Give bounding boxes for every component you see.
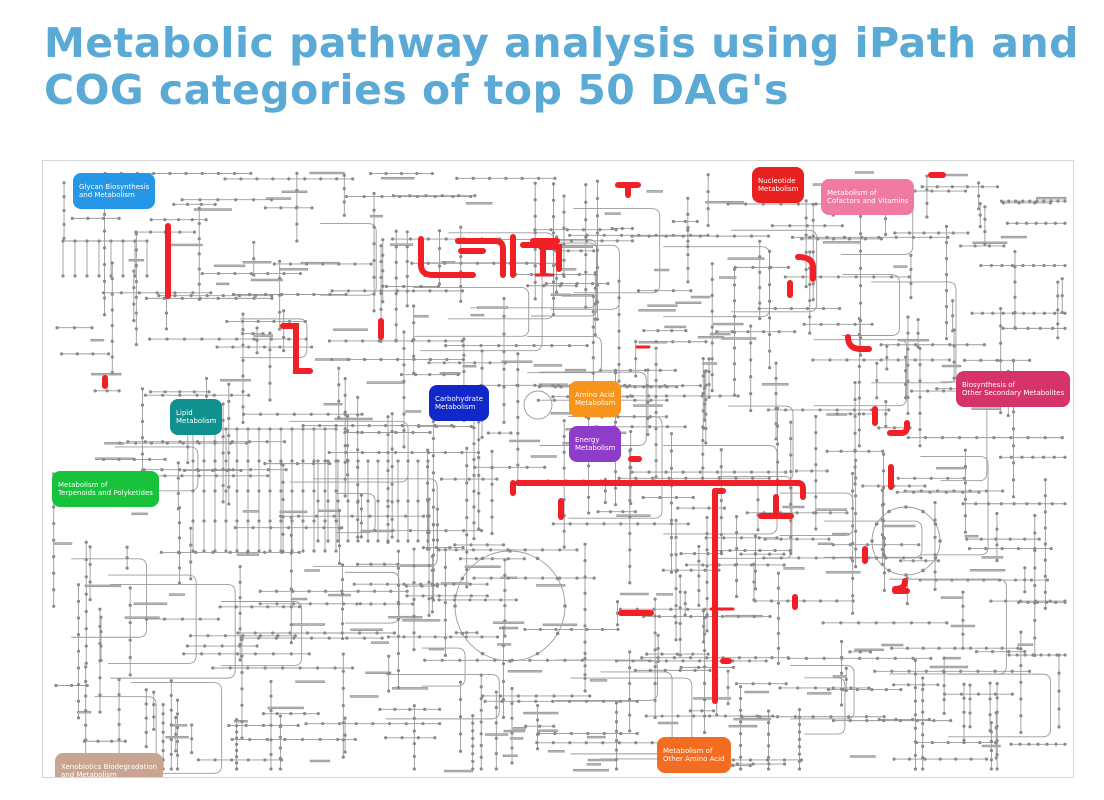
category-secondary-label: Biosynthesis of Other Secondary Metaboli…: [956, 371, 1071, 407]
category-terpenoids-text: Metabolism of Terpenoids and Polyketides: [58, 481, 153, 497]
category-energy-label: Energy Metabolism: [569, 426, 622, 462]
page-title: Metabolic pathway analysis using iPath a…: [44, 20, 1079, 114]
category-energy-text: Energy Metabolism: [575, 436, 616, 452]
category-xenobiotics-label: Xenobiotics Biodegradation and Metabolis…: [55, 753, 164, 778]
category-carbohydrate-text: Carbohydrate Metabolism: [435, 395, 484, 411]
title-line-2: COG categories of top 50 DAG's: [44, 66, 789, 114]
category-other-amino-label: Metabolism of Other Amino Acid: [657, 737, 731, 773]
category-nucleotide-text: Nucleotide Metabolism: [758, 177, 799, 193]
category-other-amino-text: Metabolism of Other Amino Acid: [663, 747, 725, 763]
metabolic-pathway-map: Glycan Biosynthesis and Metabolism Nucle…: [42, 160, 1074, 778]
category-glycan-text: Glycan Biosynthesis and Metabolism: [79, 183, 150, 199]
title-line-1: Metabolic pathway analysis using iPath a…: [44, 19, 1079, 67]
category-amino-acid-label: Amino Acid Metabolism: [569, 381, 622, 417]
category-xenobiotics-text: Xenobiotics Biodegradation and Metabolis…: [61, 763, 158, 778]
highlighted-pathways: [102, 172, 946, 704]
category-secondary-text: Biosynthesis of Other Secondary Metaboli…: [962, 381, 1065, 397]
category-lipid-text: Lipid Metabolism: [176, 409, 217, 425]
pathway-nodes: [52, 171, 1067, 771]
pathway-network: [52, 171, 1067, 777]
category-amino-acid-text: Amino Acid Metabolism: [575, 391, 616, 407]
category-carbohydrate-label: Carbohydrate Metabolism: [429, 385, 490, 421]
category-lipid-label: Lipid Metabolism: [170, 399, 223, 435]
category-glycan-label: Glycan Biosynthesis and Metabolism: [73, 173, 156, 209]
category-cofactors-label: Metabolism of Cofactors and Vitamins: [821, 179, 915, 215]
category-terpenoids-label: Metabolism of Terpenoids and Polyketides: [52, 471, 159, 507]
category-cofactors-text: Metabolism of Cofactors and Vitamins: [827, 189, 909, 205]
category-nucleotide-label: Nucleotide Metabolism: [752, 167, 805, 203]
pathway-curves: [54, 171, 1067, 777]
